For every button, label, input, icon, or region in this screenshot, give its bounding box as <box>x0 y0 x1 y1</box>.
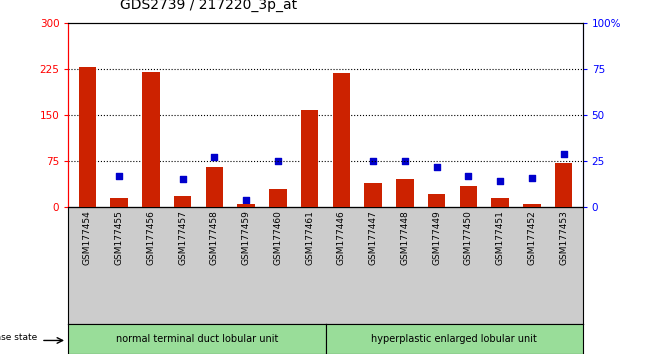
Bar <box>523 204 540 207</box>
Bar <box>142 72 159 207</box>
Bar <box>460 185 477 207</box>
Point <box>209 155 219 160</box>
Bar <box>301 110 318 207</box>
Point <box>178 177 188 182</box>
Text: GDS2739 / 217220_3p_at: GDS2739 / 217220_3p_at <box>120 0 298 12</box>
Text: disease state: disease state <box>0 333 38 342</box>
Bar <box>333 73 350 207</box>
Text: hyperplastic enlarged lobular unit: hyperplastic enlarged lobular unit <box>371 334 537 344</box>
Point <box>260 246 270 252</box>
Bar <box>238 204 255 207</box>
Bar <box>428 194 445 207</box>
Bar <box>269 189 286 207</box>
Point <box>241 197 251 202</box>
Point <box>336 103 346 109</box>
Point <box>527 175 537 181</box>
Point <box>400 158 410 164</box>
Point <box>559 151 569 156</box>
Bar <box>492 198 509 207</box>
Bar <box>174 196 191 207</box>
Point <box>432 164 442 170</box>
Bar <box>111 198 128 207</box>
Bar <box>79 67 96 207</box>
Point <box>273 158 283 164</box>
Point <box>495 178 505 184</box>
Bar <box>206 167 223 207</box>
Text: normal terminal duct lobular unit: normal terminal duct lobular unit <box>116 334 278 344</box>
Point <box>146 105 156 110</box>
Point <box>368 158 378 164</box>
Point <box>114 173 124 179</box>
Bar <box>555 163 572 207</box>
Bar <box>365 183 382 207</box>
Bar <box>396 179 413 207</box>
Point <box>305 114 315 120</box>
Point <box>463 173 473 179</box>
Point <box>82 109 92 114</box>
